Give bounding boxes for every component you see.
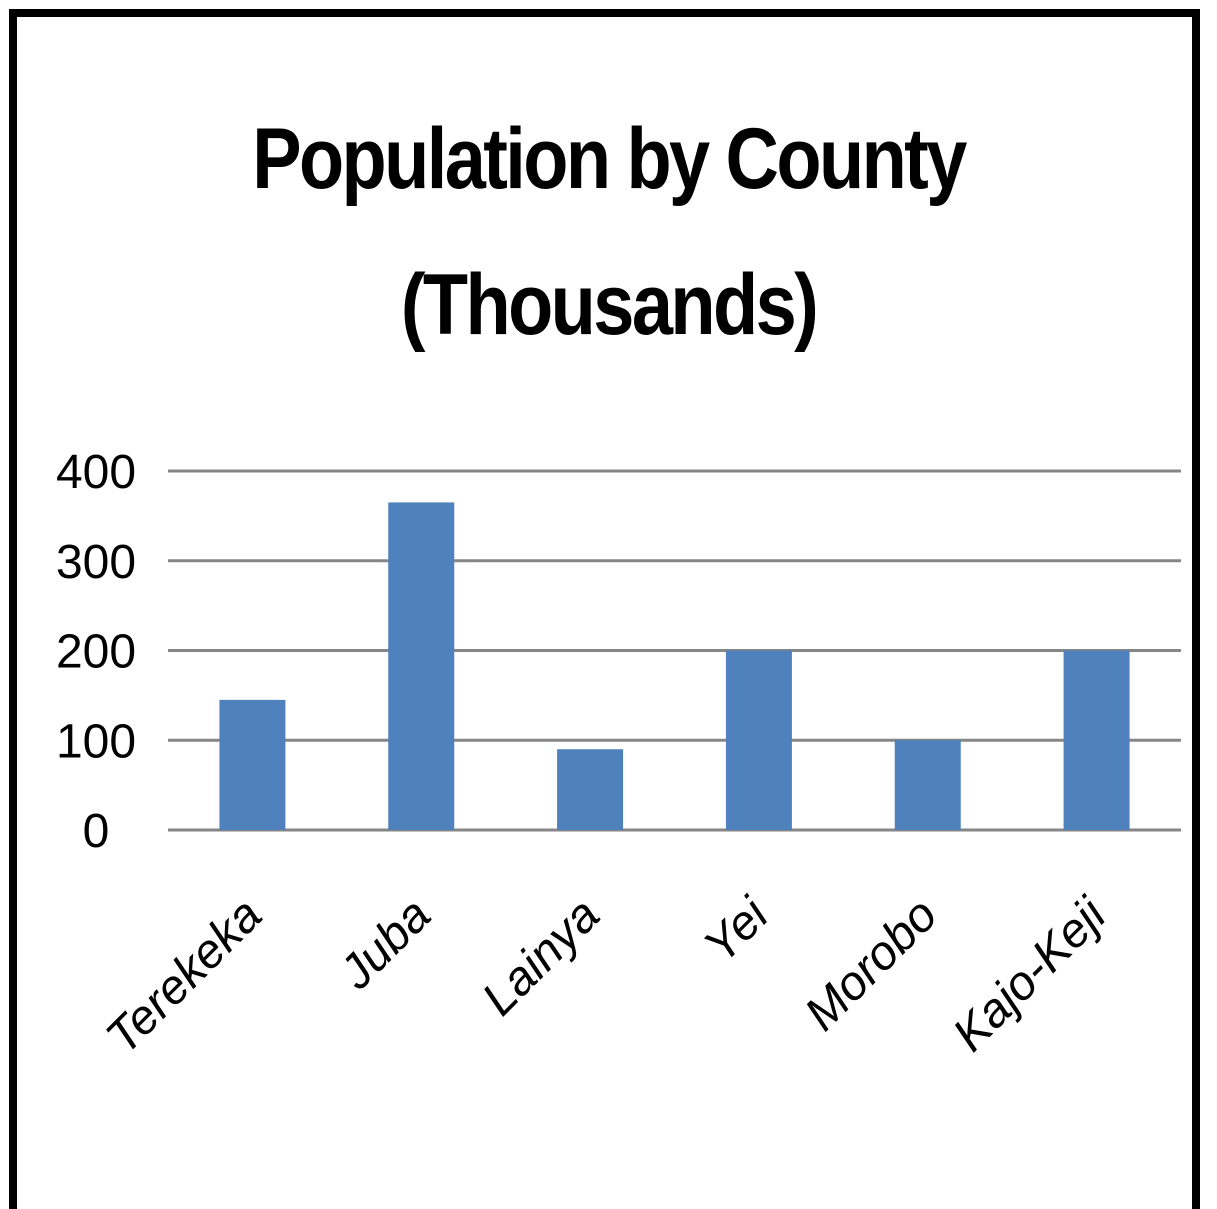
chart-frame [9,9,1200,1209]
x-category-label-morobo: Morobo [795,888,948,1041]
chart-title: Population by County (Thousands) [85,86,1132,378]
x-category-label-yei: Yei [694,887,780,973]
bar-kajo-keji [1063,650,1130,830]
x-category-label-juba: Juba [329,888,441,1000]
gridlines [168,469,1181,832]
x-category-label-lainya: Lainya [472,888,609,1025]
y-tick-label-0: 0 [83,805,110,858]
chart-title-line-2: (Thousands) [400,257,819,353]
y-axis-tick-labels: 0 100 200 300 400 [56,446,136,858]
y-tick-label-100: 100 [56,715,136,768]
bars [219,502,1130,830]
bar-terekeka [219,699,286,830]
x-category-label-kajo-keji: Kajo-Keji [943,887,1117,1061]
chart-title-line-1: Population by County [252,111,967,207]
y-tick-label-300: 300 [56,536,136,589]
bar-lainya [557,749,624,830]
bar-juba [388,502,455,830]
bar-morobo [894,740,961,830]
y-tick-label-400: 400 [56,446,136,499]
y-tick-label-200: 200 [56,626,136,679]
x-category-label-terekeka: Terekeka [96,888,272,1064]
bar-yei [725,650,792,830]
